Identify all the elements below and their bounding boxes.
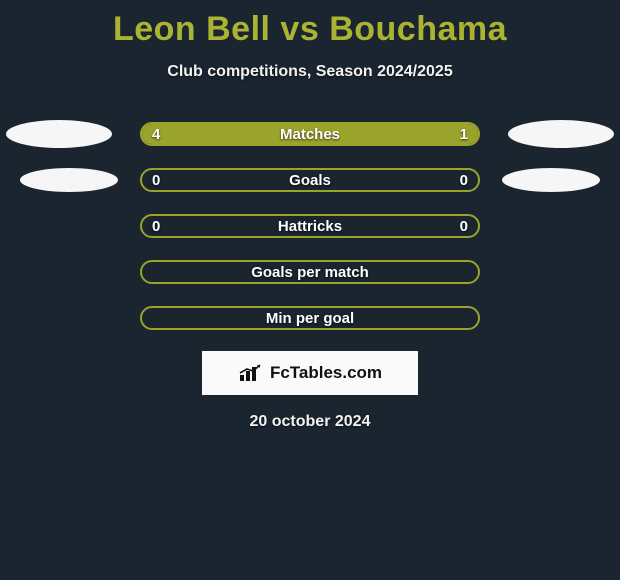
logo-text: FcTables.com [270, 363, 382, 383]
stat-row-min-per-goal: Min per goal [0, 305, 620, 331]
stat-label: Min per goal [142, 308, 478, 328]
stat-rows: 4 Matches 1 0 Goals 0 0 Hattricks [0, 121, 620, 331]
stat-right-value: 0 [450, 216, 478, 236]
stat-right-value: 1 [450, 124, 478, 144]
stat-right-value: 0 [450, 170, 478, 190]
page-subtitle: Club competitions, Season 2024/2025 [0, 63, 620, 81]
logo: FcTables.com [238, 363, 382, 383]
player-left-ellipse-icon [6, 120, 112, 148]
stat-right-value [458, 262, 478, 282]
stat-row-hattricks: 0 Hattricks 0 [0, 213, 620, 239]
player-right-ellipse-icon [508, 120, 614, 148]
bar-track: Min per goal [140, 306, 480, 330]
player-right-ellipse-icon [502, 168, 600, 192]
player-left-ellipse-icon [20, 168, 118, 192]
bar-track: 4 Matches 1 [140, 122, 480, 146]
chart-icon [238, 363, 264, 383]
stat-right-value [458, 308, 478, 328]
date-text: 20 october 2024 [0, 413, 620, 431]
logo-box: FcTables.com [202, 351, 418, 395]
page-title: Leon Bell vs Bouchama [0, 0, 620, 49]
stat-label: Goals per match [142, 262, 478, 282]
stat-row-goals: 0 Goals 0 [0, 167, 620, 193]
stat-label: Hattricks [142, 216, 478, 236]
bar-track: Goals per match [140, 260, 480, 284]
stat-label: Matches [142, 124, 478, 144]
bar-track: 0 Hattricks 0 [140, 214, 480, 238]
comparison-infographic: Leon Bell vs Bouchama Club competitions,… [0, 0, 620, 431]
stat-row-matches: 4 Matches 1 [0, 121, 620, 147]
stat-row-goals-per-match: Goals per match [0, 259, 620, 285]
bar-track: 0 Goals 0 [140, 168, 480, 192]
stat-label: Goals [142, 170, 478, 190]
